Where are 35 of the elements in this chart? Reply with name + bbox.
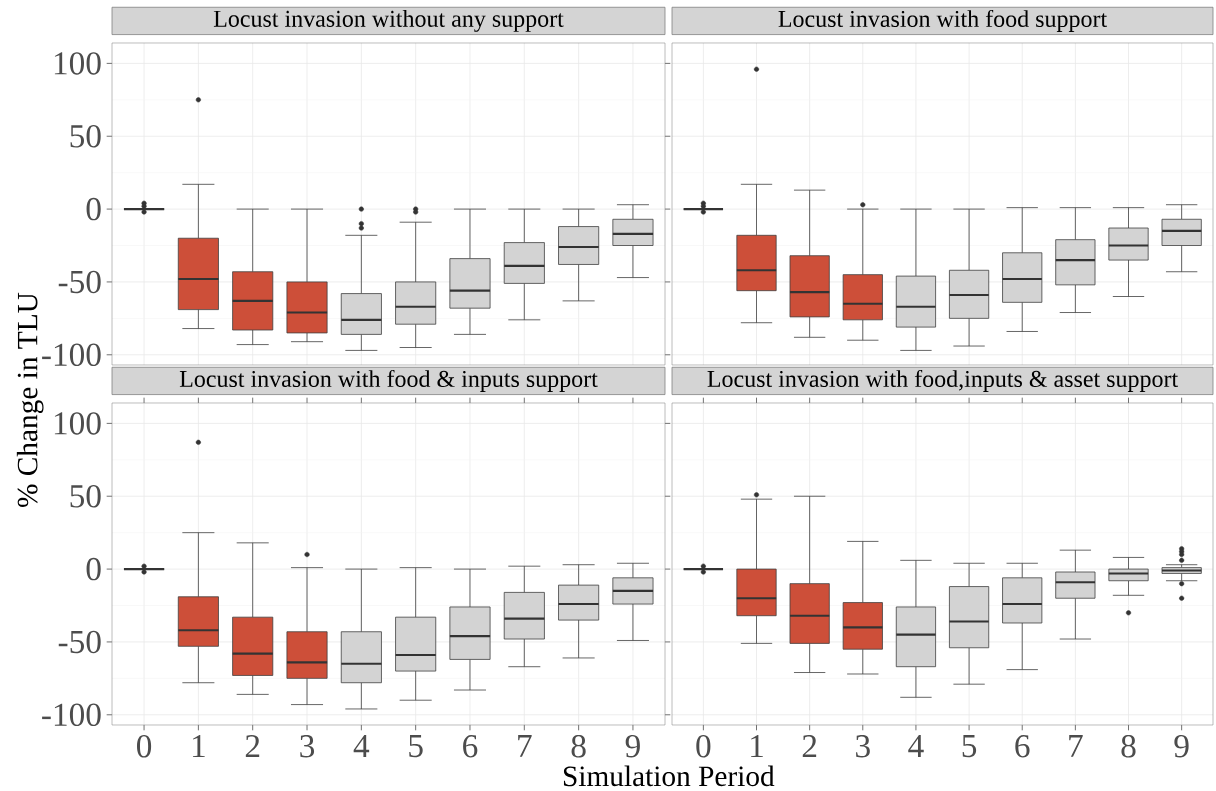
x-tick-label: 0 [696, 735, 711, 758]
x-tick-label: 5 [409, 735, 423, 758]
y-tick-label: 100 [54, 52, 101, 75]
x-tick-label: 4 [908, 735, 924, 757]
y-tick-label: 50 [70, 124, 101, 148]
chart-title: Locust invasion with food & inputs support [179, 369, 598, 392]
x-tick-label: 9 [1174, 735, 1189, 758]
y-tick-label: 0 [86, 557, 101, 581]
x-tick-label: 7 [1069, 735, 1083, 757]
chart-title: Locust invasion without any support [213, 9, 564, 32]
chart-title: Locust invasion with food,inputs & asset support [707, 369, 1179, 392]
y-tick-label: 100 [54, 412, 101, 435]
x-tick-label: 2 [245, 735, 260, 758]
x-tick-label: 6 [463, 735, 478, 758]
y-tick-label: -50 [58, 630, 101, 654]
x-tick-label: 3 [856, 735, 870, 758]
chart-title: Locust invasion with food support [778, 9, 1108, 32]
x-tick-label: 7 [518, 735, 532, 757]
x-tick-label: 4 [353, 735, 370, 757]
x-tick-label: 8 [571, 735, 586, 758]
x-tick-label: 1 [751, 735, 763, 758]
x-tick-label: 8 [1121, 735, 1136, 758]
x-tick-label: 9 [625, 735, 640, 758]
y-tick-label: -50 [58, 270, 101, 294]
x-tick-label: 5 [962, 735, 977, 758]
y-tick-label: -100 [42, 343, 101, 367]
x-tick-label: 2 [802, 735, 817, 758]
y-tick-label: 50 [70, 484, 101, 508]
x-tick-label: 3 [300, 735, 315, 758]
x-axis-title: Simulation Period [563, 765, 775, 787]
x-tick-label: 6 [1015, 735, 1030, 758]
x-tick-label: 1 [192, 735, 205, 758]
y-tick-label: -100 [42, 703, 101, 727]
x-tick-label: 0 [137, 735, 152, 758]
y-tick-label: 0 [86, 197, 101, 221]
